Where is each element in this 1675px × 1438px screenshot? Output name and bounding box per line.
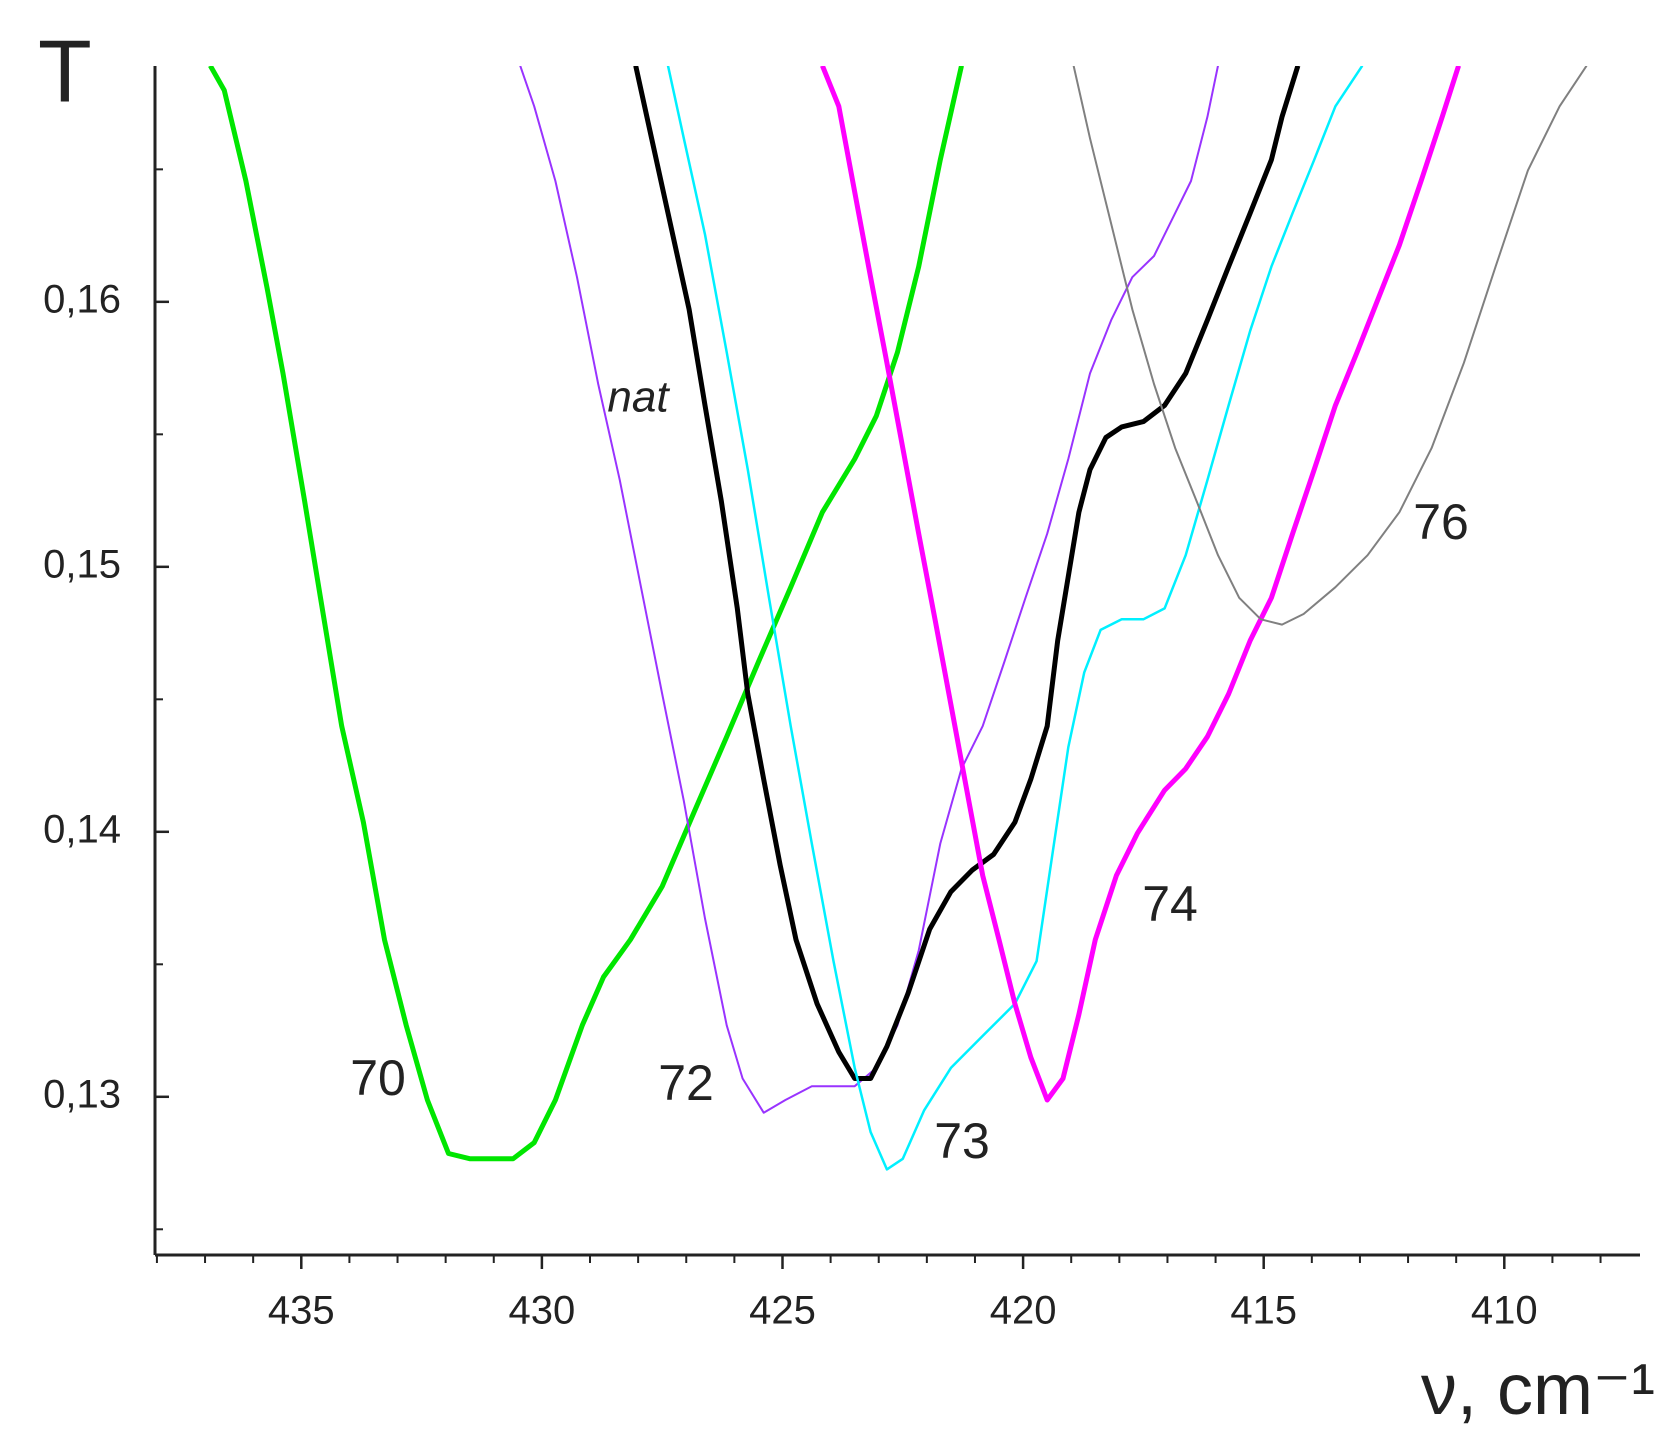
series-line — [1072, 66, 1588, 626]
series-label: 76 — [1413, 494, 1469, 550]
x-tick-label: 430 — [509, 1289, 576, 1333]
series-label: 74 — [1142, 876, 1198, 932]
series-line — [633, 66, 1301, 1081]
y-tick-label: 0,16 — [43, 277, 121, 321]
series-line — [519, 66, 1219, 1114]
y-tick-label: 0,13 — [43, 1072, 121, 1116]
y-tick-label: 0,15 — [43, 542, 121, 586]
x-tick-label: 420 — [990, 1289, 1057, 1333]
series-line — [666, 66, 1364, 1171]
x-axis-label: ν, cm⁻¹ — [1421, 1350, 1655, 1430]
series-line — [820, 66, 1461, 1103]
x-tick-label: 435 — [268, 1289, 335, 1333]
series-label: 73 — [934, 1113, 990, 1169]
y-tick-label: 0,14 — [43, 807, 121, 851]
x-tick-label: 410 — [1471, 1289, 1538, 1333]
x-tick-label: 415 — [1230, 1289, 1297, 1333]
series-label: nat — [607, 373, 670, 422]
x-tick-label: 425 — [749, 1289, 816, 1333]
y-axis-label: T — [38, 21, 92, 120]
series-label: 72 — [658, 1055, 714, 1111]
series-label: 70 — [350, 1050, 406, 1106]
series-line — [208, 66, 964, 1162]
plot-area — [208, 66, 1588, 1171]
